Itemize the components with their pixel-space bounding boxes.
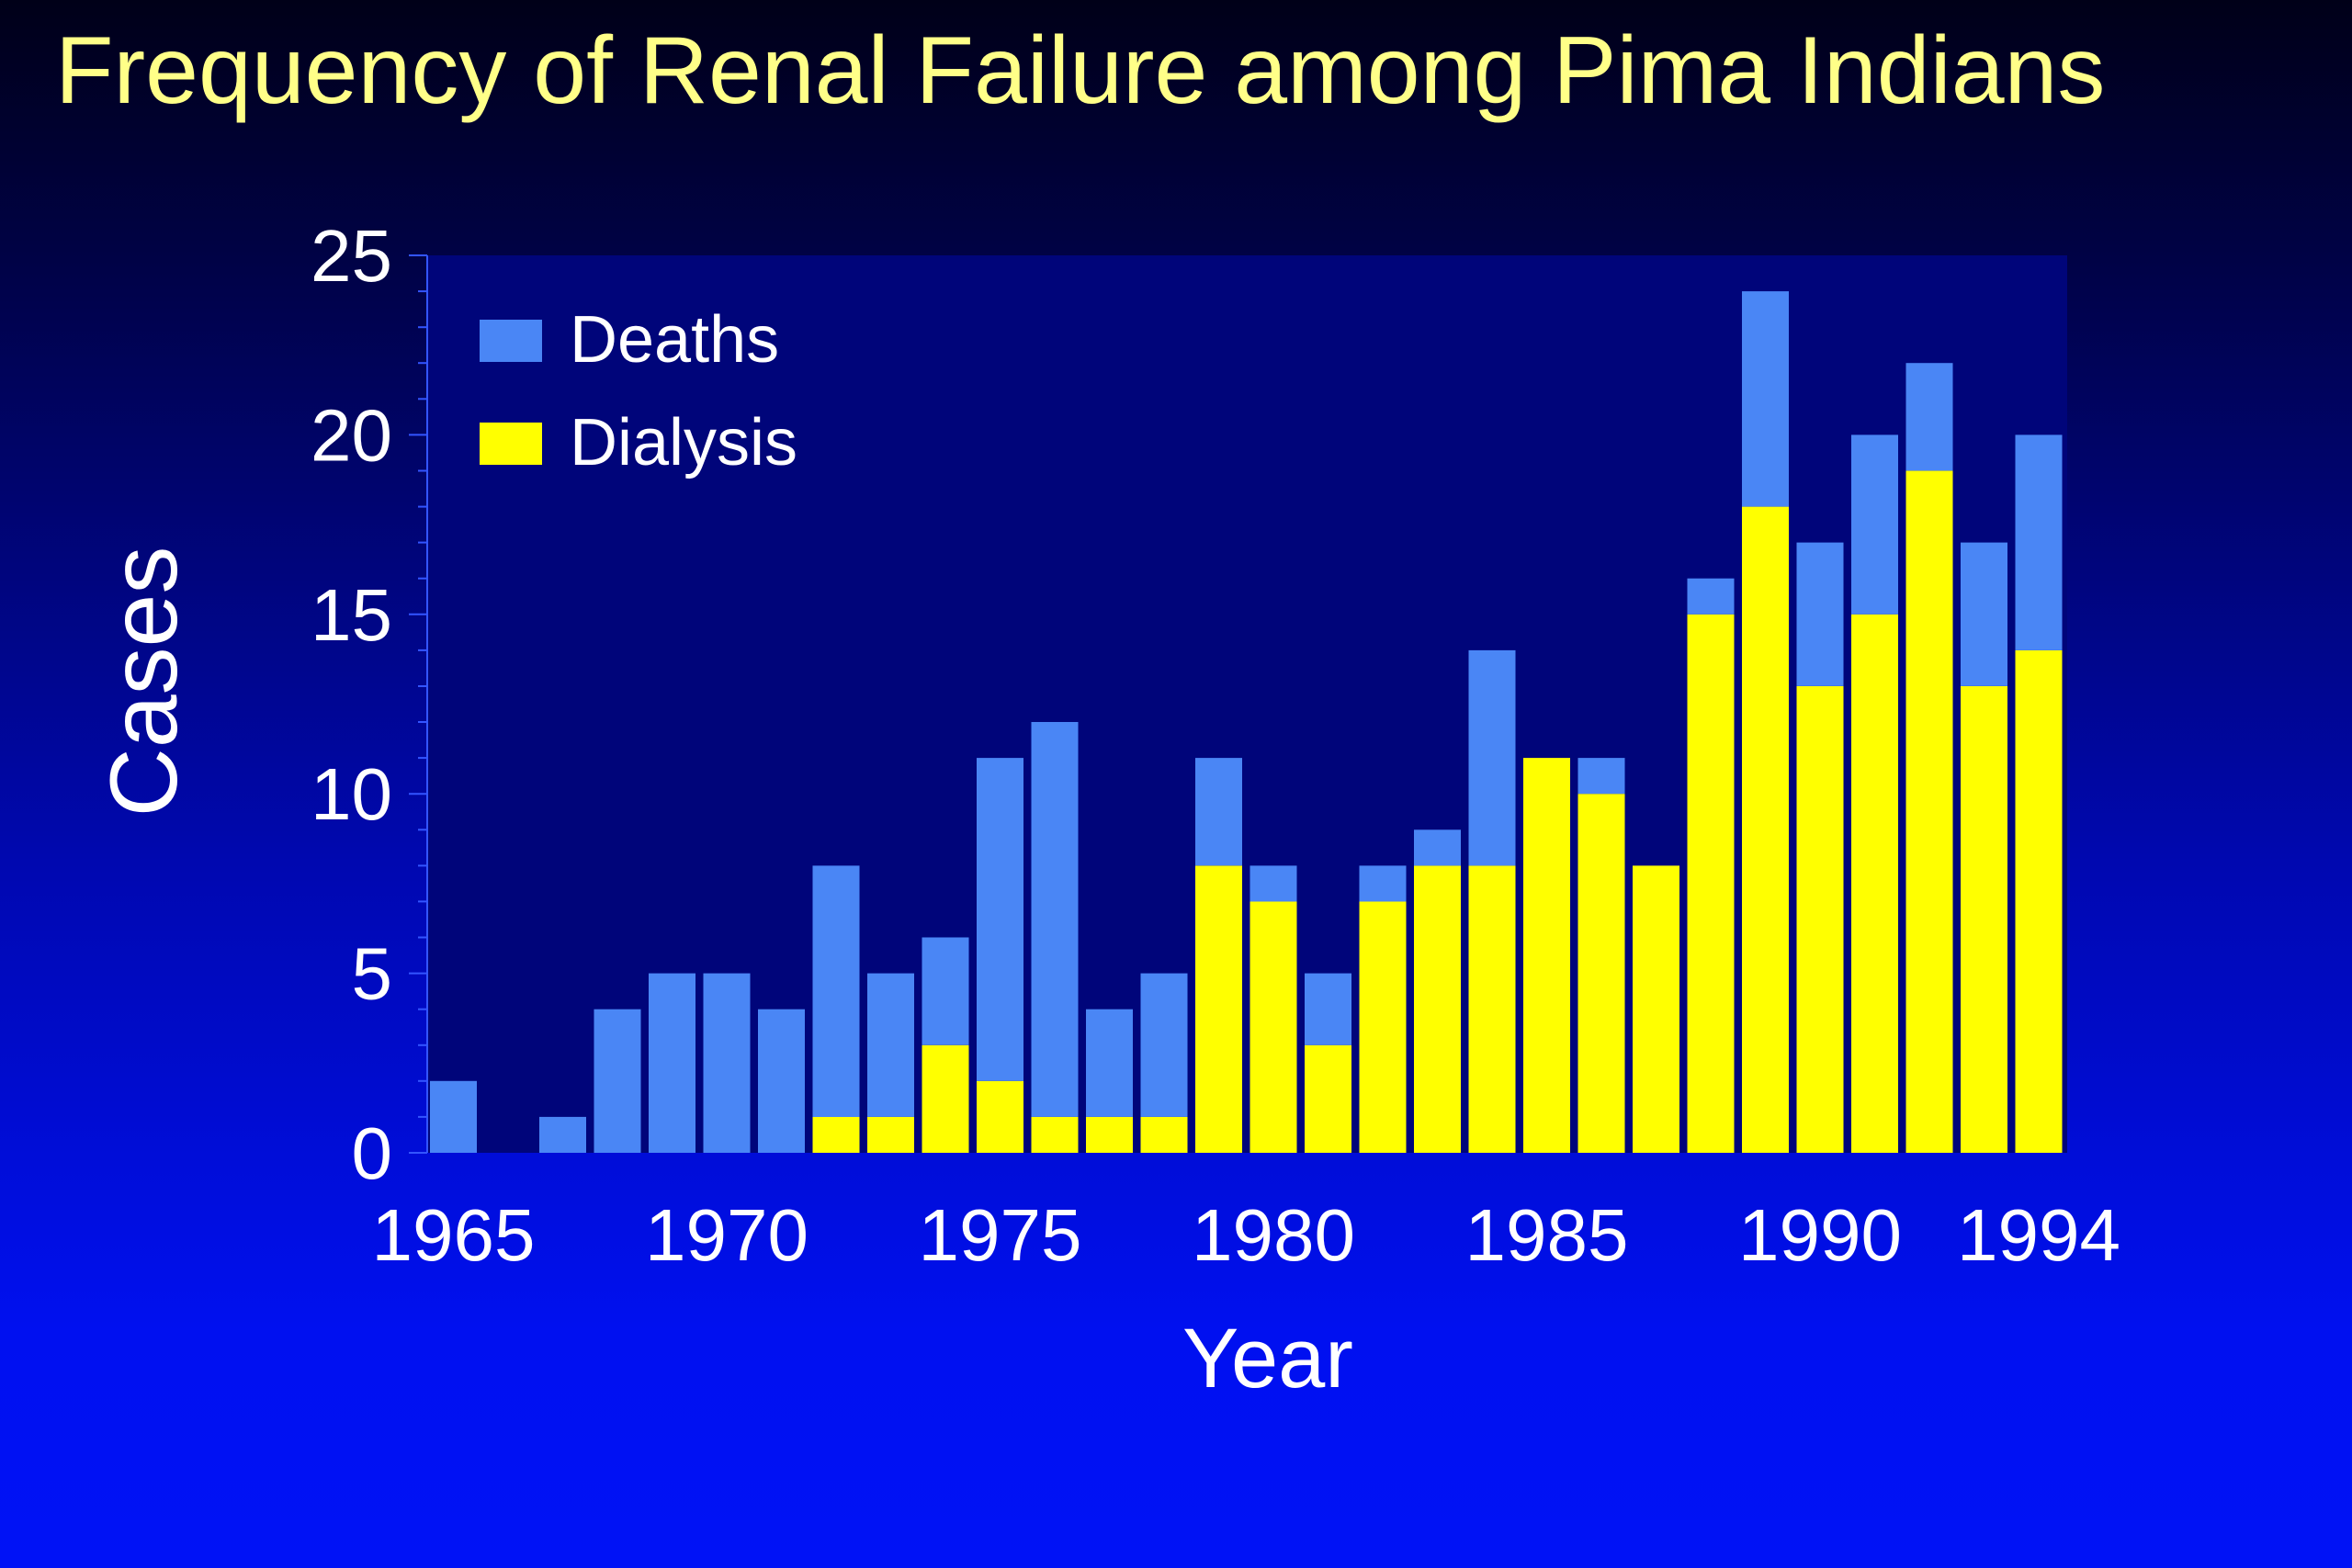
deaths-bar-1983 — [1414, 829, 1461, 866]
legend-swatch-dialysis — [480, 423, 542, 465]
deaths-bar-1981 — [1305, 973, 1351, 1045]
y-ticks-group: 0 5 10 15 20 25 — [311, 215, 427, 1194]
x-tick-label-1994: 1994 — [1957, 1194, 2120, 1276]
y-tick-label-10: 10 — [311, 753, 392, 835]
dialysis-bar-1978 — [1140, 1116, 1188, 1153]
x-tick-label-1985: 1985 — [1465, 1194, 1629, 1276]
dialysis-bar-1972 — [812, 1116, 860, 1153]
deaths-bar-1982 — [1359, 865, 1407, 902]
deaths-bar-1989 — [1742, 291, 1789, 507]
deaths-bar-1986 — [1577, 758, 1625, 795]
y-tick-label-25: 25 — [311, 215, 392, 297]
slide-title: Frequency of Renal Failure among Pima In… — [55, 17, 2106, 124]
deaths-bar-1990 — [1796, 542, 1844, 686]
dialysis-bar-1991 — [1851, 614, 1898, 1153]
dialysis-bar-1985 — [1523, 758, 1570, 1153]
deaths-bar-1974 — [922, 937, 969, 1045]
dialysis-bar-1988 — [1687, 614, 1735, 1153]
deaths-bar-1992 — [1905, 363, 1953, 471]
deaths-bar-1970 — [703, 973, 751, 1153]
dialysis-bar-1973 — [867, 1116, 914, 1153]
dialysis-bar-1983 — [1414, 865, 1461, 1153]
deaths-bar-1968 — [594, 1009, 641, 1153]
deaths-bar-1994 — [2015, 434, 2063, 650]
dialysis-bar-1994 — [2015, 649, 2063, 1153]
deaths-bar-1993 — [1961, 542, 2007, 686]
x-tick-label-1970: 1970 — [645, 1194, 808, 1276]
deaths-bar-1984 — [1468, 649, 1516, 866]
deaths-bar-1977 — [1086, 1009, 1133, 1117]
legend-label-deaths: Deaths — [570, 303, 779, 377]
dialysis-bar-1989 — [1742, 506, 1789, 1153]
dialysis-bar-1976 — [1031, 1116, 1079, 1153]
dialysis-bar-1975 — [977, 1080, 1023, 1153]
deaths-bar-1991 — [1851, 434, 1898, 615]
y-axis-label: Cases — [91, 547, 198, 818]
dialysis-bar-1980 — [1250, 901, 1297, 1153]
legend: Deaths Dialysis — [480, 303, 797, 479]
dialysis-bar-1984 — [1468, 865, 1516, 1153]
legend-label-dialysis: Dialysis — [570, 406, 797, 479]
x-tick-label-1980: 1980 — [1192, 1194, 1355, 1276]
plot-area — [427, 255, 2067, 1153]
y-tick-label-0: 0 — [352, 1112, 393, 1194]
deaths-bar-1965 — [430, 1080, 477, 1153]
dialysis-bar-1977 — [1086, 1116, 1133, 1153]
deaths-bar-1978 — [1140, 973, 1188, 1117]
deaths-bar-1972 — [812, 865, 860, 1117]
dialysis-bar-1974 — [922, 1044, 969, 1153]
x-tick-label-1990: 1990 — [1738, 1194, 1902, 1276]
x-tick-label-1965: 1965 — [372, 1194, 536, 1276]
y-tick-label-5: 5 — [352, 933, 393, 1015]
x-ticks-group: 1965 1970 1975 1980 1985 1990 1994 — [372, 1194, 2120, 1276]
deaths-bar-1971 — [758, 1009, 805, 1153]
deaths-bar-1988 — [1687, 578, 1735, 615]
dialysis-bar-1987 — [1633, 865, 1679, 1153]
y-tick-label-20: 20 — [311, 394, 392, 476]
deaths-bar-1979 — [1195, 758, 1242, 866]
dialysis-bar-1990 — [1796, 686, 1844, 1153]
deaths-bar-1976 — [1031, 722, 1079, 1117]
dialysis-bar-1979 — [1195, 865, 1242, 1153]
y-tick-label-15: 15 — [311, 574, 392, 656]
bars-group — [430, 291, 2063, 1153]
deaths-bar-1969 — [649, 973, 695, 1153]
deaths-bar-1973 — [867, 973, 914, 1117]
deaths-bar-1967 — [539, 1116, 586, 1153]
dialysis-bar-1981 — [1305, 1044, 1351, 1153]
x-axis-label: Year — [1182, 1312, 1353, 1405]
deaths-bar-1980 — [1250, 865, 1297, 902]
dialysis-bar-1993 — [1961, 686, 2007, 1153]
deaths-bar-1975 — [977, 758, 1023, 1081]
legend-swatch-deaths — [480, 320, 542, 362]
dialysis-bar-1986 — [1577, 794, 1625, 1153]
dialysis-bar-1982 — [1359, 901, 1407, 1153]
dialysis-bar-1992 — [1905, 470, 1953, 1153]
x-tick-label-1975: 1975 — [919, 1194, 1082, 1276]
